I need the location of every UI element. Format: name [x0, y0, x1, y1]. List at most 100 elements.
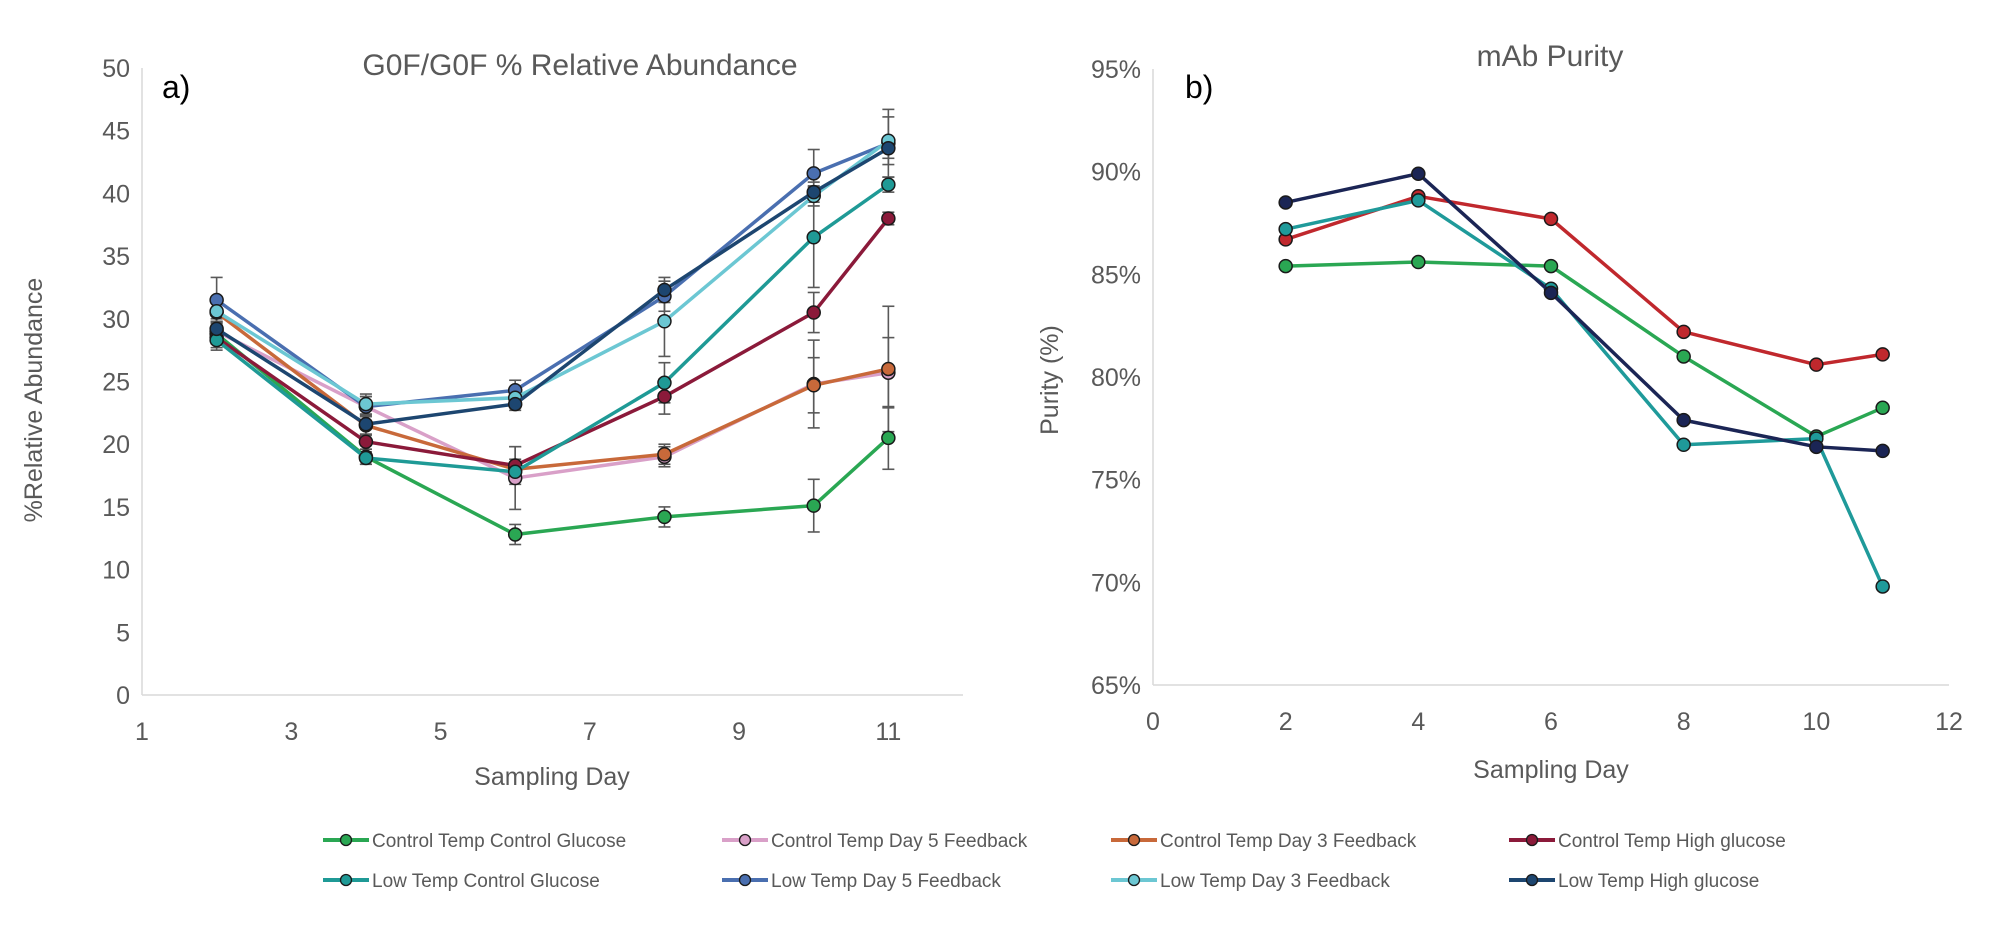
- data-point: [1411, 254, 1426, 270]
- legend: Control Temp Control Glucose Control Temp…: [323, 831, 1786, 892]
- x-axis-label: Sampling Day: [1473, 756, 1629, 784]
- data-point: [358, 450, 374, 466]
- y-tick-label: 25: [102, 369, 130, 397]
- data-point: [1278, 258, 1293, 274]
- data-point: [1676, 324, 1691, 340]
- legend-item: Low Temp Day 5 Feedback: [722, 871, 1001, 892]
- series-control-temp-high-glucose: [1278, 189, 1890, 372]
- series-line: [1285, 171, 1883, 453]
- y-tick-label: 80%: [1091, 364, 1141, 392]
- data-point: [1676, 349, 1691, 364]
- data-point: [881, 361, 896, 377]
- data-point: [657, 282, 672, 298]
- series-line: [215, 183, 890, 474]
- series-control-temp-control-glucose: [209, 326, 896, 542]
- data-point: [1278, 195, 1293, 210]
- x-tick-label: 9: [732, 718, 746, 746]
- series-low-temp-control-glucose: [209, 177, 896, 480]
- data-point: [881, 177, 896, 192]
- legend-swatch-marker: [1525, 833, 1539, 847]
- data-point: [806, 166, 821, 181]
- data-point: [881, 211, 896, 226]
- legend-swatch-marker: [738, 833, 752, 847]
- series-line: [1285, 194, 1883, 367]
- data-point: [1676, 412, 1691, 428]
- data-point: [806, 184, 821, 200]
- y-tick-label: 35: [102, 243, 130, 271]
- y-tick-label: 40: [102, 180, 130, 208]
- legend-label: Low Temp Day 5 Feedback: [771, 871, 1001, 892]
- series-low-temp-control-glucose: [1278, 193, 1890, 594]
- y-tick-label: 85%: [1091, 261, 1141, 289]
- data-point: [806, 498, 821, 513]
- series-low-temp-high-glucose: [1278, 166, 1890, 459]
- y-axis-label: Purity (%): [1036, 325, 1064, 435]
- data-point: [657, 446, 672, 462]
- chart-panel-b: 65% 70% 75% 80% 85% 90% 95% 0 2 4 6 8 10 12 mAb Purity…: [1036, 40, 1963, 784]
- series-line: [215, 329, 889, 480]
- data-point: [806, 230, 821, 245]
- series-line: [1285, 198, 1885, 588]
- data-point: [657, 375, 672, 391]
- legend-item: Control Temp Day 5 Feedback: [722, 831, 1028, 852]
- legend-label: Low Temp Control Glucose: [372, 871, 600, 892]
- series-line: [215, 139, 890, 406]
- y-tick-label: 45: [102, 118, 130, 146]
- series-line: [215, 146, 890, 426]
- legend-label: Low Temp High glucose: [1558, 871, 1759, 892]
- data-point: [1543, 285, 1559, 301]
- y-tick-label: 15: [102, 494, 130, 522]
- chart-title: mAb Purity: [1477, 40, 1624, 73]
- legend-item: Low Temp Day 3 Feedback: [1111, 871, 1390, 892]
- data-point: [806, 305, 821, 320]
- x-tick-label: 3: [284, 718, 298, 746]
- y-tick-label: 5: [116, 619, 130, 647]
- data-point: [657, 314, 672, 329]
- data-point: [881, 141, 896, 156]
- legend-item: Control Temp Day 3 Feedback: [1111, 831, 1417, 852]
- y-tick-label: 50: [102, 55, 130, 83]
- legend-label: Control Temp Day 5 Feedback: [771, 831, 1028, 852]
- series-line: [215, 332, 890, 537]
- legend-label: Low Temp Day 3 Feedback: [1160, 871, 1390, 892]
- data-point: [1411, 193, 1426, 208]
- series-line: [1285, 260, 1884, 439]
- y-tick-label: 10: [102, 557, 130, 585]
- legend-swatch-marker: [738, 873, 752, 887]
- data-point: [657, 509, 672, 525]
- data-point: [209, 304, 224, 319]
- series-control-temp-control-glucose: [1278, 254, 1890, 444]
- x-axis-label: Sampling Day: [474, 763, 630, 791]
- x-tick-label: 4: [1411, 708, 1425, 736]
- x-tick-label: 2: [1279, 708, 1293, 736]
- panel-label: a): [162, 69, 190, 105]
- x-tick-label: 8: [1677, 708, 1691, 736]
- legend-label: Control Temp Day 3 Feedback: [1160, 831, 1417, 852]
- legend-swatch-marker: [1127, 833, 1141, 847]
- data-point: [507, 527, 523, 542]
- data-point: [358, 396, 374, 412]
- data-point: [358, 434, 374, 449]
- series-control-temp-high-glucose: [209, 211, 896, 473]
- x-tick-label: 1: [135, 718, 149, 746]
- chart-title: G0F/G0F % Relative Abundance: [362, 49, 797, 82]
- data-point: [1543, 258, 1559, 274]
- data-point: [358, 416, 374, 432]
- y-tick-label: 95%: [1091, 56, 1141, 84]
- series-line: [215, 217, 890, 468]
- x-tick-label: 5: [434, 718, 448, 746]
- legend-item: Low Temp Control Glucose: [323, 871, 600, 892]
- series-low-temp-high-glucose: [209, 141, 896, 432]
- legend-label: Control Temp Control Glucose: [372, 831, 626, 852]
- legend-item: Low Temp High glucose: [1509, 871, 1759, 892]
- data-point: [657, 389, 672, 404]
- series-low-temp-day-3-feedback: [209, 133, 896, 412]
- y-tick-label: 0: [116, 682, 130, 710]
- legend-swatch-marker: [1525, 873, 1539, 887]
- data-point: [1278, 221, 1293, 237]
- data-point: [1875, 579, 1890, 594]
- data-point: [209, 321, 224, 337]
- legend-swatch-marker: [339, 833, 353, 847]
